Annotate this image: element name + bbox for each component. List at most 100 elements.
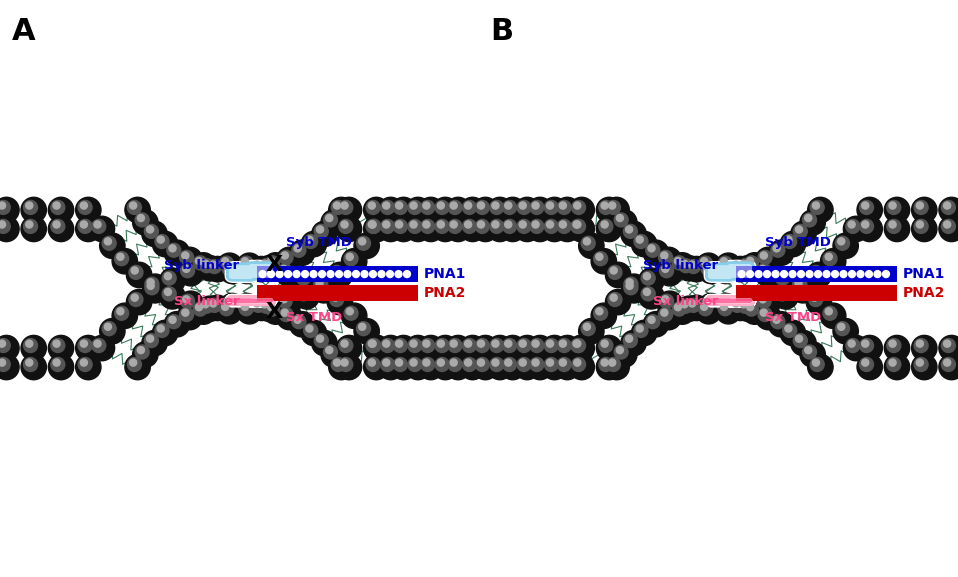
Circle shape	[0, 335, 19, 361]
Circle shape	[241, 258, 248, 265]
Circle shape	[849, 271, 855, 278]
Circle shape	[435, 339, 449, 353]
Circle shape	[574, 202, 581, 209]
Circle shape	[756, 305, 781, 330]
Circle shape	[356, 236, 371, 250]
Circle shape	[790, 274, 815, 299]
Circle shape	[681, 260, 688, 267]
Circle shape	[611, 210, 637, 235]
Circle shape	[608, 359, 616, 366]
Circle shape	[781, 271, 787, 278]
Circle shape	[131, 294, 138, 301]
Circle shape	[328, 290, 353, 315]
Circle shape	[224, 298, 231, 305]
Circle shape	[79, 219, 92, 233]
Circle shape	[324, 213, 337, 227]
Circle shape	[262, 301, 268, 308]
Circle shape	[422, 340, 430, 347]
Circle shape	[608, 293, 622, 306]
Circle shape	[80, 359, 87, 366]
Circle shape	[24, 219, 37, 233]
Circle shape	[311, 331, 337, 356]
Circle shape	[310, 271, 317, 278]
Circle shape	[546, 221, 554, 228]
Circle shape	[210, 261, 217, 268]
Circle shape	[500, 335, 525, 361]
Circle shape	[336, 216, 362, 242]
Circle shape	[472, 335, 498, 361]
Circle shape	[716, 297, 730, 310]
Circle shape	[761, 309, 767, 316]
Circle shape	[219, 256, 234, 270]
Circle shape	[916, 359, 924, 366]
Circle shape	[145, 277, 159, 291]
Circle shape	[240, 302, 253, 316]
Circle shape	[505, 340, 512, 347]
Circle shape	[405, 197, 431, 223]
Circle shape	[257, 256, 282, 281]
Circle shape	[282, 252, 288, 259]
Circle shape	[624, 334, 637, 347]
Circle shape	[942, 219, 955, 233]
Circle shape	[757, 264, 771, 278]
Circle shape	[448, 200, 462, 215]
Circle shape	[942, 339, 955, 353]
Circle shape	[884, 197, 910, 223]
Circle shape	[514, 197, 540, 223]
Circle shape	[658, 250, 673, 264]
Circle shape	[596, 197, 622, 223]
Circle shape	[569, 335, 595, 361]
Circle shape	[405, 335, 431, 361]
Circle shape	[276, 261, 301, 286]
Circle shape	[460, 354, 486, 380]
Circle shape	[396, 202, 402, 209]
Circle shape	[89, 216, 115, 242]
Circle shape	[301, 320, 327, 346]
Circle shape	[500, 354, 525, 380]
Circle shape	[314, 334, 329, 347]
Circle shape	[115, 306, 128, 320]
Text: Syb TMD: Syb TMD	[285, 236, 352, 249]
Circle shape	[80, 202, 87, 209]
Circle shape	[679, 258, 693, 273]
Circle shape	[700, 304, 708, 310]
Circle shape	[79, 358, 92, 372]
Circle shape	[100, 319, 125, 344]
Circle shape	[368, 359, 376, 366]
Circle shape	[155, 324, 169, 338]
Circle shape	[503, 358, 516, 372]
Circle shape	[445, 335, 470, 361]
Circle shape	[601, 221, 608, 228]
Circle shape	[369, 340, 376, 347]
Circle shape	[0, 221, 6, 228]
Circle shape	[179, 250, 194, 264]
Circle shape	[778, 288, 785, 295]
Circle shape	[259, 299, 273, 313]
Circle shape	[718, 263, 725, 270]
Circle shape	[382, 340, 390, 347]
Circle shape	[505, 359, 512, 366]
Circle shape	[162, 287, 176, 301]
Circle shape	[254, 300, 261, 307]
Circle shape	[661, 252, 668, 259]
Circle shape	[125, 354, 150, 380]
Circle shape	[165, 273, 171, 280]
Circle shape	[262, 260, 268, 267]
Circle shape	[887, 219, 901, 233]
Circle shape	[26, 359, 33, 366]
Circle shape	[555, 335, 580, 361]
Circle shape	[396, 221, 402, 228]
Circle shape	[276, 271, 283, 278]
Circle shape	[396, 359, 402, 366]
Circle shape	[558, 358, 571, 372]
Circle shape	[219, 302, 234, 316]
Circle shape	[491, 359, 499, 366]
Circle shape	[914, 219, 928, 233]
Circle shape	[259, 258, 273, 273]
Text: Sx linker: Sx linker	[174, 295, 240, 308]
Circle shape	[410, 359, 417, 366]
Circle shape	[542, 216, 567, 242]
Circle shape	[181, 294, 194, 308]
Circle shape	[656, 305, 681, 330]
Circle shape	[555, 197, 580, 223]
